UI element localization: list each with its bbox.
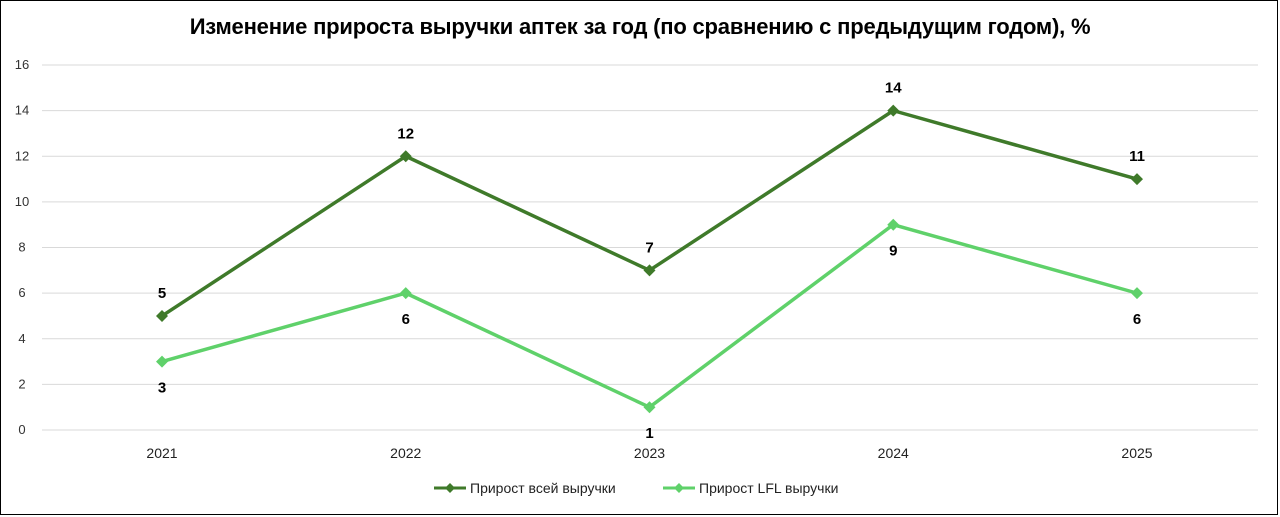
series-line-0 (161, 108, 1138, 318)
y-tick-label: 4 (18, 331, 25, 346)
series-point (399, 287, 412, 300)
y-tick-label: 8 (18, 240, 25, 255)
series-point (156, 309, 168, 322)
y-tick-label: 12 (15, 148, 29, 163)
series-point (643, 401, 656, 414)
series-point (1131, 287, 1143, 300)
legend-label: Прирост всей выручки (470, 480, 616, 496)
legend-marker (445, 483, 455, 493)
x-tick-label: 2022 (390, 445, 421, 461)
data-label: 11 (1129, 148, 1145, 165)
data-label: 5 (158, 285, 166, 302)
data-label: 9 (889, 243, 897, 260)
data-label: 1 (645, 425, 653, 442)
series-point (399, 150, 412, 163)
y-tick-label: 14 (15, 103, 29, 118)
series-point (156, 355, 168, 368)
x-axis-ticks: 2021 2022 2023 2024 2025 (146, 445, 1152, 461)
legend: Прирост всей выручки Прирост LFL выручки (434, 480, 838, 496)
series-group (156, 104, 1143, 414)
x-tick-label: 2023 (634, 445, 665, 461)
data-label: 6 (1133, 311, 1141, 328)
x-tick-label: 2025 (1121, 445, 1152, 461)
series-point (643, 264, 656, 277)
data-labels: 5 12 7 14 11 3 6 1 9 6 (158, 80, 1145, 443)
y-tick-label: 16 (15, 57, 29, 72)
data-label: 3 (158, 380, 166, 397)
y-tick-label: 10 (15, 194, 29, 209)
y-tick-label: 0 (18, 422, 25, 437)
data-label: 14 (885, 80, 902, 97)
legend-marker (674, 483, 684, 493)
legend-label: Прирост LFL выручки (699, 480, 838, 496)
y-axis-ticks: 0 2 4 6 8 10 12 14 16 (15, 57, 29, 437)
series-point (1131, 173, 1143, 186)
y-tick-label: 6 (18, 285, 25, 300)
x-tick-label: 2021 (146, 445, 177, 461)
series-point (887, 218, 900, 231)
data-label: 12 (397, 125, 414, 142)
series-point (887, 104, 900, 117)
data-label: 6 (402, 311, 410, 328)
chart-title: Изменение прироста выручки аптек за год … (189, 14, 1091, 39)
data-label: 7 (645, 239, 653, 256)
grid-lines (42, 64, 1258, 431)
x-tick-label: 2024 (878, 445, 909, 461)
y-tick-label: 2 (18, 376, 25, 391)
